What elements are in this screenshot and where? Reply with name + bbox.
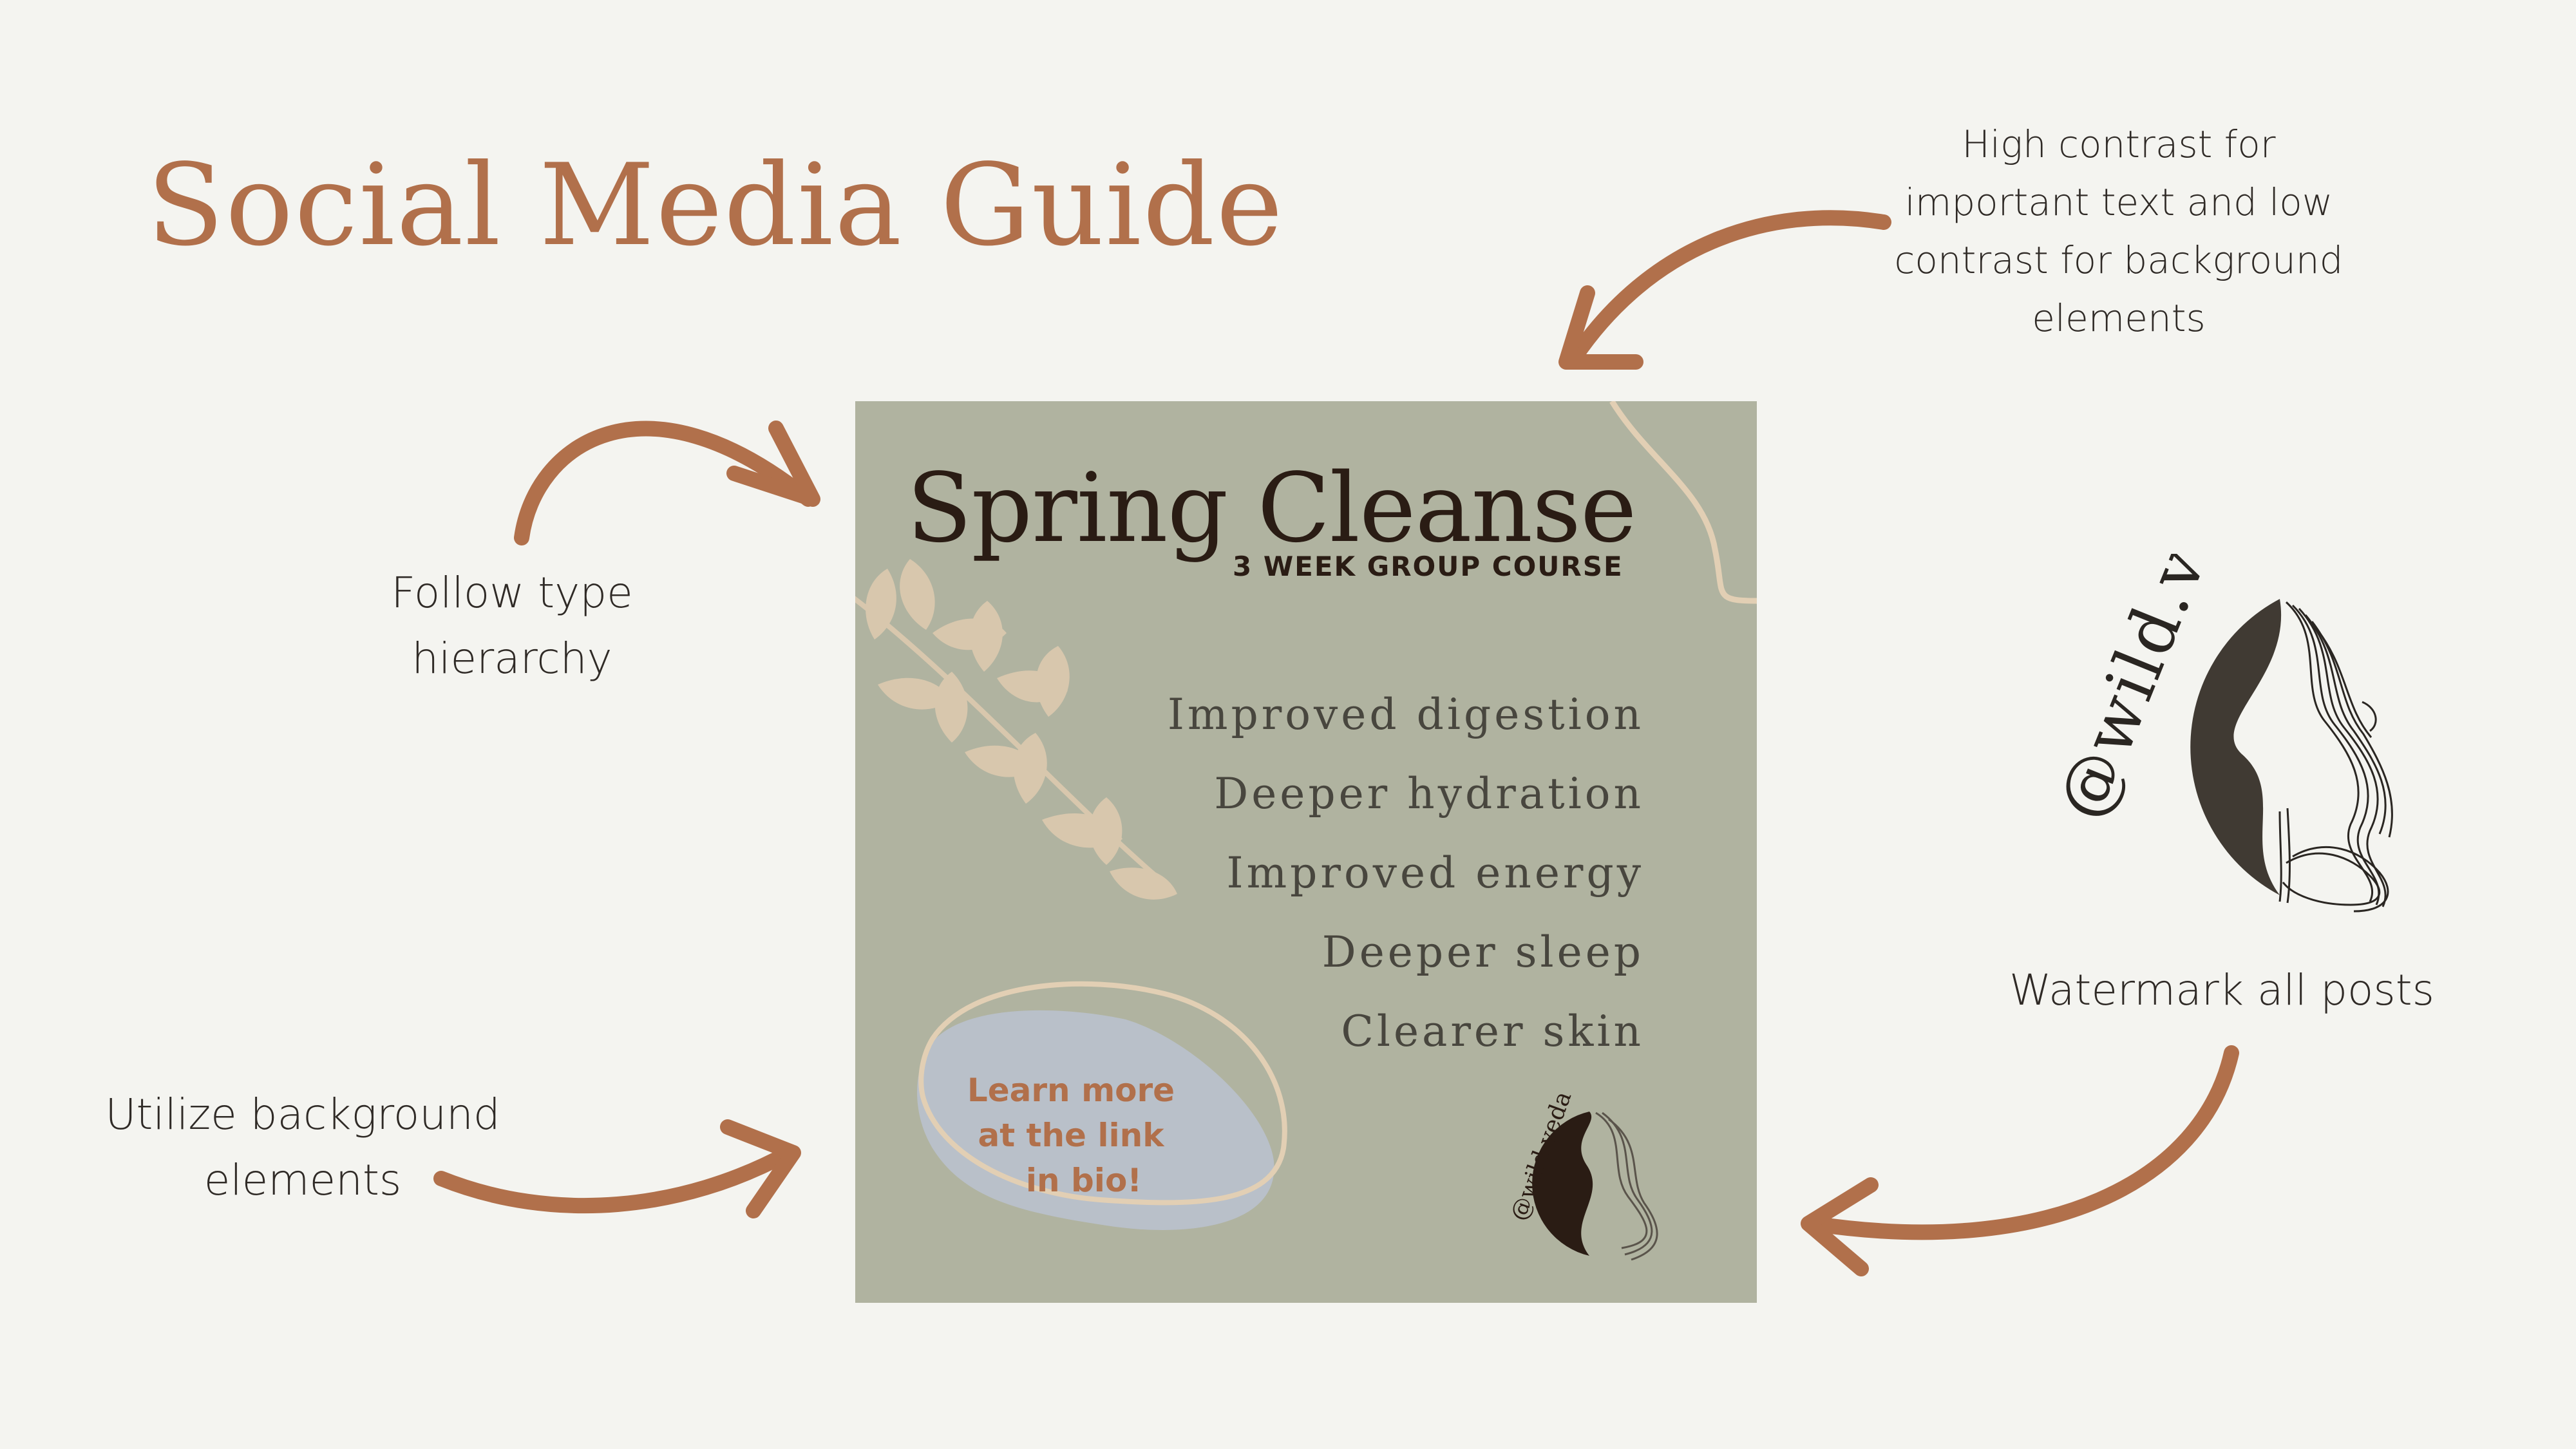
list-item: Improved energy bbox=[1226, 848, 1644, 898]
note-background-elements: Utilize background elements bbox=[105, 1090, 500, 1206]
arrow-contrast-icon bbox=[1558, 210, 1891, 370]
cta-text: Learn more at the link in bio! bbox=[958, 1068, 1184, 1203]
outline-ring-icon bbox=[918, 981, 1287, 1206]
note-watermark: Watermark all posts bbox=[2009, 965, 2435, 1015]
post-title: Spring Cleanse bbox=[907, 453, 1637, 564]
watermark-logo: @wild.veda bbox=[2041, 554, 2393, 913]
arrow-hierarchy-icon bbox=[514, 421, 820, 545]
example-post: @wild.veda Spring Cleanse 3 WEEK GROUP C… bbox=[855, 401, 1757, 1303]
post-decor: @wild.veda bbox=[855, 401, 1757, 1261]
cta-line: at the link bbox=[978, 1117, 1164, 1154]
post-subtitle: 3 WEEK GROUP COURSE bbox=[1233, 551, 1624, 582]
page-title: Social Media Guide bbox=[147, 140, 1284, 271]
arrow-watermark-icon bbox=[1801, 1045, 2239, 1276]
small-watermark-logo: @wild.veda bbox=[1506, 1088, 1658, 1261]
cta-line: Learn more bbox=[967, 1072, 1175, 1109]
note-type-hierarchy: Follow type hierarchy bbox=[391, 568, 633, 684]
benefits-list: Improved digestion Deeper hydration Impr… bbox=[1168, 675, 1644, 1071]
list-item: Clearer skin bbox=[1341, 1007, 1644, 1056]
list-item: Deeper sleep bbox=[1321, 927, 1644, 977]
leaf-branch-icon bbox=[855, 559, 1177, 900]
decorative-line-icon bbox=[1609, 401, 1757, 604]
list-item: Deeper hydration bbox=[1214, 769, 1644, 819]
watermark-half-circle-icon bbox=[2190, 599, 2282, 895]
note-contrast: High contrast for important text and low… bbox=[1894, 122, 2344, 340]
arrow-background-icon bbox=[433, 1119, 801, 1218]
list-item: Improved digestion bbox=[1167, 690, 1644, 739]
figure-lineart-icon bbox=[2278, 601, 2393, 913]
cta-line: in bio! bbox=[1025, 1162, 1142, 1199]
